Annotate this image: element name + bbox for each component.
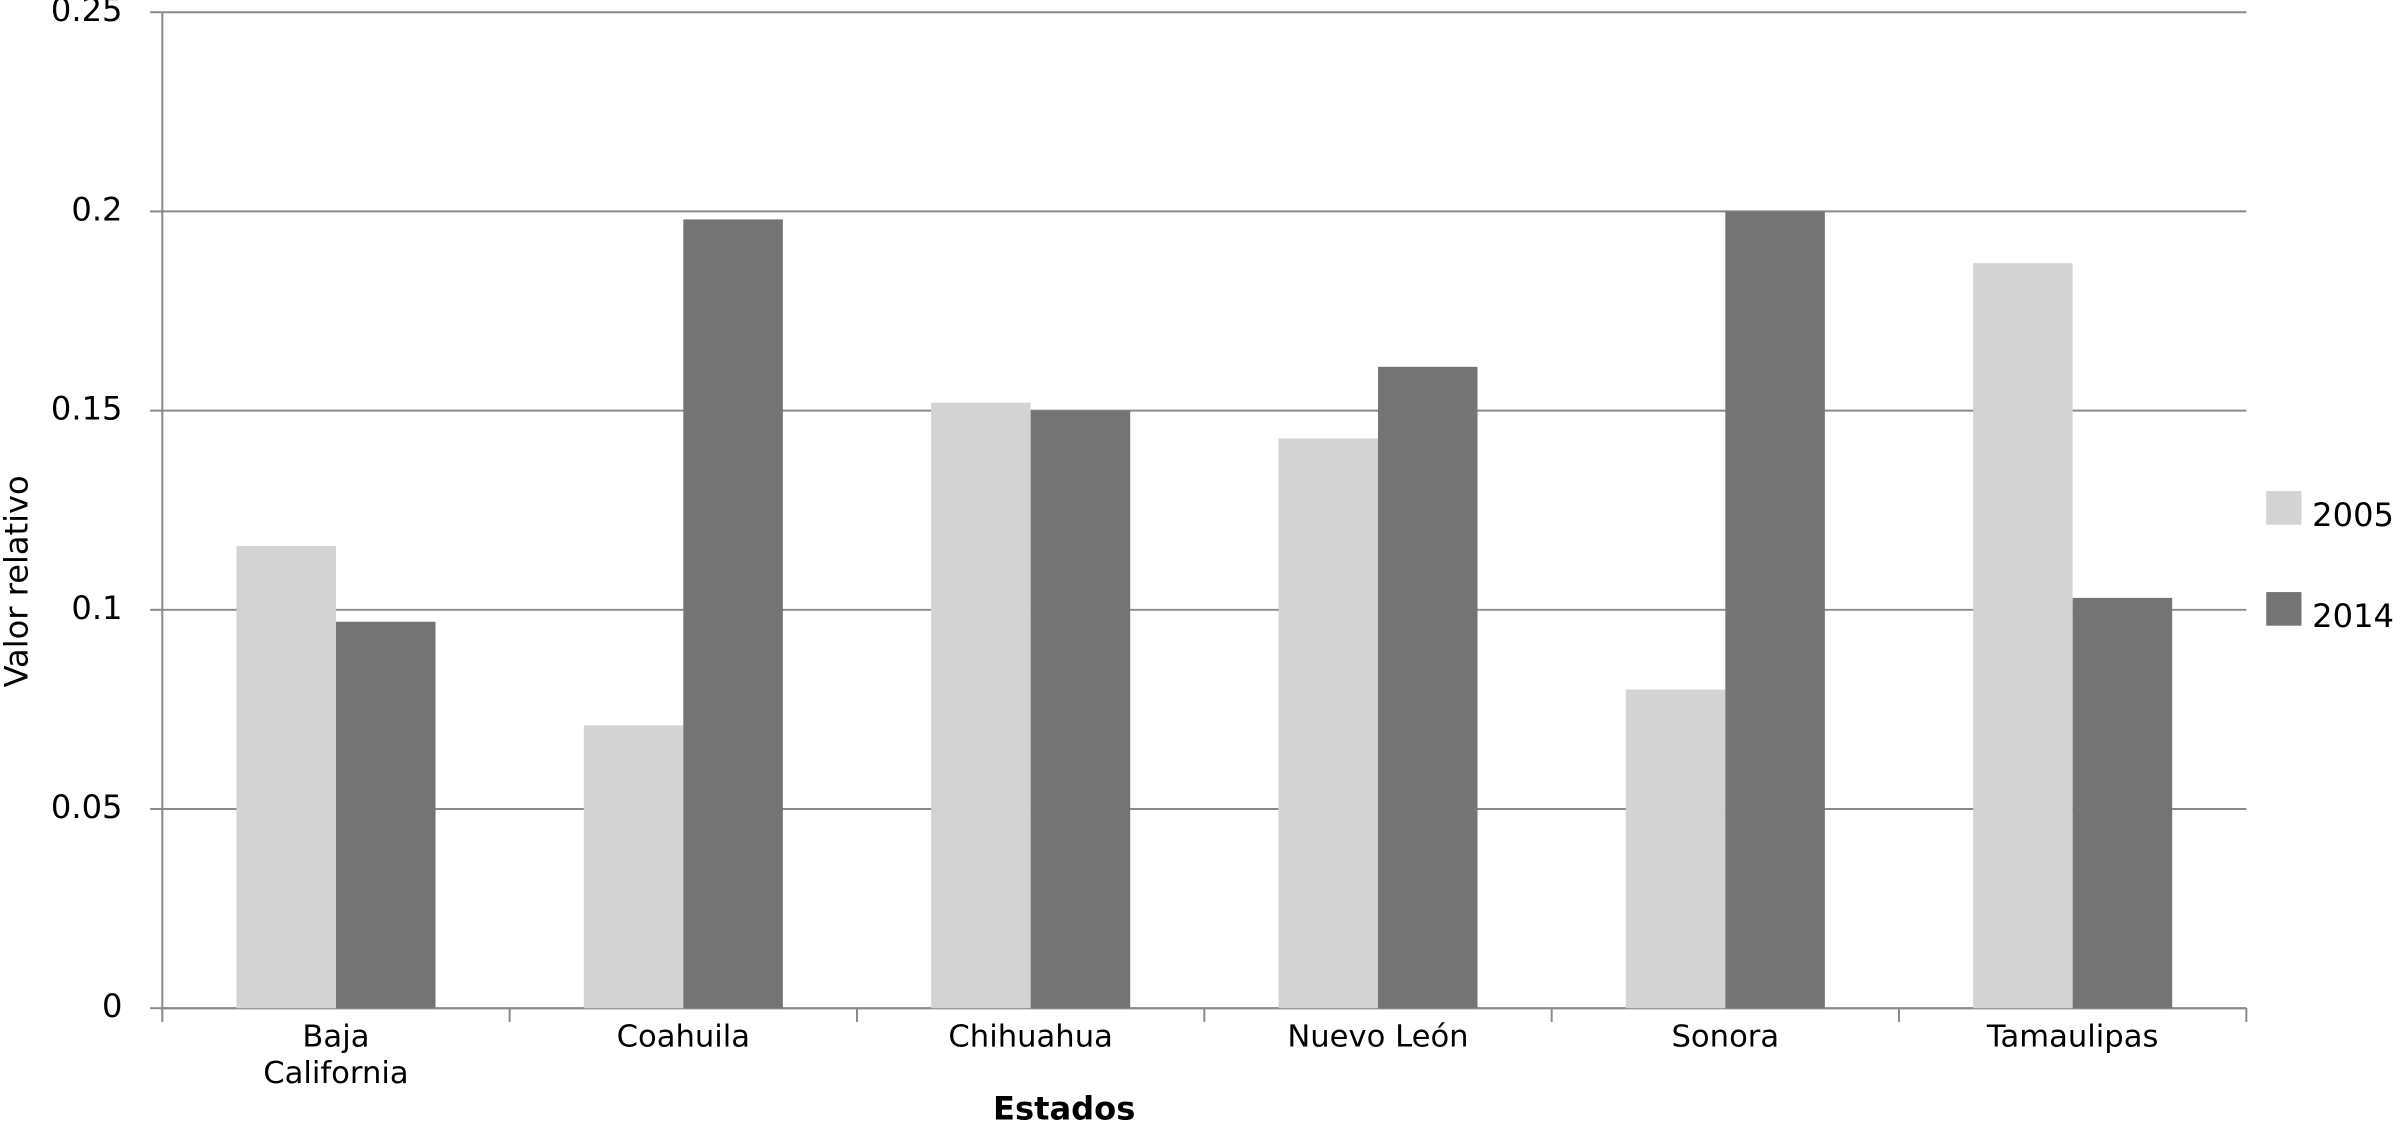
bar — [1377, 366, 1478, 1009]
legend-label: 2005 — [2312, 496, 2394, 534]
bar — [236, 546, 336, 1009]
x-tick-label-box: Nuevo León — [1287, 1017, 1469, 1055]
y-axis-title: Valor relativo — [0, 475, 35, 687]
x-tick-label-box: Sonora — [1671, 1017, 1780, 1055]
legend-swatch — [2266, 592, 2302, 626]
x-axis-title: Estados — [993, 1090, 1135, 1126]
x-tick-label: Chihuahua — [948, 1017, 1113, 1055]
bar — [1030, 410, 1131, 1009]
bar — [683, 219, 783, 1009]
y-tick-label: 0.1 — [71, 589, 122, 627]
bar — [1973, 263, 2073, 1009]
x-tick-label: Coahuila — [616, 1017, 751, 1055]
legend-swatch — [2266, 491, 2302, 525]
x-tick-label-box: Chihuahua — [948, 1017, 1113, 1055]
y-tick-label: 0.25 — [51, 0, 123, 29]
y-tick-label: 0.15 — [51, 390, 123, 428]
bar — [1625, 689, 1726, 1009]
bar — [583, 725, 684, 1009]
y-tick-label: 0.2 — [71, 190, 122, 228]
bar — [335, 621, 436, 1009]
y-tick-label: 0 — [102, 987, 122, 1025]
x-tick-label: Sonora — [1671, 1017, 1780, 1055]
bar — [931, 402, 1031, 1009]
x-tick-label-box: Tamaulipas — [1986, 1017, 2159, 1055]
y-tick-label: 0.05 — [51, 788, 123, 826]
x-tick-label: Baja California — [263, 1017, 409, 1091]
x-tick-label-box: Baja California — [263, 1017, 409, 1091]
bar — [2072, 597, 2173, 1009]
x-tick-label-box: Coahuila — [616, 1017, 751, 1055]
bar — [1725, 211, 1825, 1009]
legend-label: 2014 — [2312, 597, 2394, 635]
x-tick-label: Tamaulipas — [1986, 1017, 2159, 1055]
x-tick-label: Nuevo León — [1287, 1017, 1469, 1055]
bar — [1278, 438, 1378, 1009]
